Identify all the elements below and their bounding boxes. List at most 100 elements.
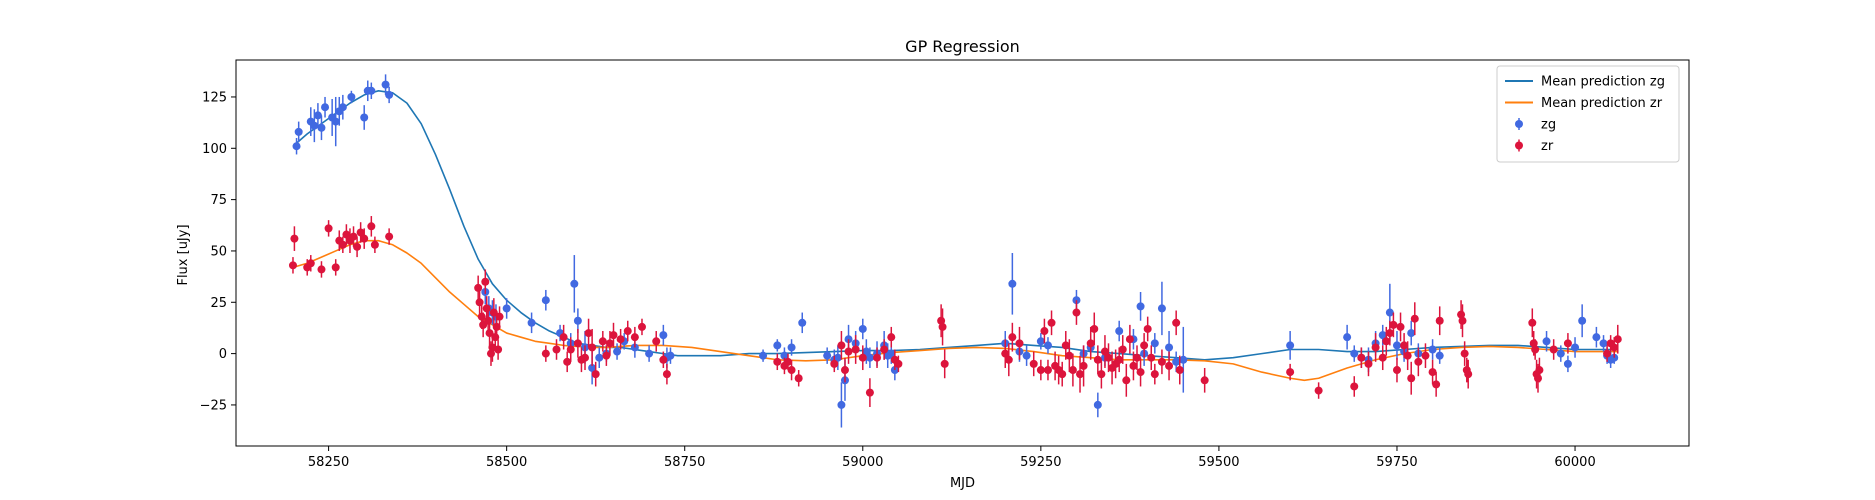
chart-title: GP Regression xyxy=(905,37,1020,56)
x-tick-label: 59250 xyxy=(1020,455,1061,470)
data-point-zr xyxy=(289,257,297,273)
y-axis-label: Flux [uJy] xyxy=(176,224,191,285)
marker xyxy=(581,354,589,362)
data-point-zr xyxy=(1172,310,1180,335)
data-point-zr xyxy=(1058,362,1066,387)
data-point-zr xyxy=(663,364,671,385)
data-point-zr xyxy=(563,352,571,373)
data-point-zg xyxy=(1158,282,1166,335)
marker xyxy=(1069,366,1077,374)
data-point-zg xyxy=(542,290,550,311)
marker xyxy=(1350,382,1358,390)
marker xyxy=(1343,333,1351,341)
marker xyxy=(1564,339,1572,347)
data-point-zr xyxy=(845,339,853,364)
marker xyxy=(1404,352,1412,360)
data-point-zr xyxy=(1015,327,1023,360)
legend-marker-swatch xyxy=(1515,142,1523,150)
marker xyxy=(295,128,303,136)
marker xyxy=(1030,360,1038,368)
data-point-zr xyxy=(1464,360,1472,389)
x-tick-label: 59750 xyxy=(1376,455,1417,470)
y-tick-label: 25 xyxy=(210,296,227,311)
data-point-zr xyxy=(325,220,333,236)
data-point-zg xyxy=(1037,333,1045,349)
marker xyxy=(1461,350,1469,358)
marker xyxy=(1072,309,1080,317)
marker xyxy=(617,335,625,343)
data-point-zg xyxy=(773,339,781,351)
marker xyxy=(1008,280,1016,288)
marker xyxy=(602,352,610,360)
data-point-zr xyxy=(1094,345,1102,374)
data-point-zr xyxy=(1008,323,1016,352)
marker xyxy=(652,337,660,345)
marker xyxy=(1379,354,1387,362)
marker xyxy=(873,354,881,362)
marker xyxy=(483,304,491,312)
marker xyxy=(1062,341,1070,349)
marker xyxy=(638,323,646,331)
x-tick-label: 59000 xyxy=(842,455,883,470)
marker xyxy=(1600,339,1608,347)
data-point-zg xyxy=(823,347,831,363)
data-point-zr xyxy=(1137,358,1145,387)
marker xyxy=(1386,329,1394,337)
marker xyxy=(317,124,325,132)
marker xyxy=(1008,333,1016,341)
marker xyxy=(894,360,902,368)
marker xyxy=(385,91,393,99)
marker xyxy=(503,304,511,312)
data-point-zg xyxy=(385,87,393,103)
marker xyxy=(1436,352,1444,360)
data-point-zr xyxy=(1397,313,1405,342)
marker xyxy=(1393,341,1401,349)
marker xyxy=(599,337,607,345)
data-point-zr xyxy=(542,345,550,361)
marker xyxy=(773,358,781,366)
marker xyxy=(1087,339,1095,347)
marker xyxy=(788,343,796,351)
data-point-zg xyxy=(1571,337,1579,358)
marker xyxy=(1023,352,1031,360)
data-point-zr xyxy=(937,304,945,337)
data-point-zg xyxy=(1094,393,1102,418)
marker xyxy=(866,389,874,397)
data-point-zr xyxy=(290,226,298,251)
data-point-zr xyxy=(553,339,561,360)
marker xyxy=(1094,356,1102,364)
data-point-zr xyxy=(1407,362,1415,395)
data-point-zg xyxy=(528,313,536,334)
y-tick-label: 75 xyxy=(210,193,227,208)
marker xyxy=(1315,387,1323,395)
data-point-zr xyxy=(866,378,874,407)
x-tick-label: 58500 xyxy=(486,455,527,470)
data-point-zg xyxy=(360,105,368,130)
data-point-zr xyxy=(1055,356,1063,385)
data-point-zr xyxy=(1147,345,1155,370)
marker xyxy=(1037,366,1045,374)
marker xyxy=(1094,401,1102,409)
marker xyxy=(663,370,671,378)
data-point-zr xyxy=(1350,376,1358,397)
data-point-zr xyxy=(1165,352,1173,381)
axes: 58250 58500 58750 59000 59250 59500 59750 60000… xyxy=(200,90,1596,470)
marker xyxy=(290,235,298,243)
marker xyxy=(1535,366,1543,374)
data-point-zr xyxy=(332,259,340,275)
marker xyxy=(1571,343,1579,351)
marker xyxy=(592,370,600,378)
data-point-zr xyxy=(939,308,947,345)
marker xyxy=(1459,317,1467,325)
marker xyxy=(773,341,781,349)
data-point-zr xyxy=(1457,300,1465,329)
marker xyxy=(1048,319,1056,327)
data-point-zg xyxy=(307,107,315,136)
marker xyxy=(1115,327,1123,335)
y-tick-label: −25 xyxy=(200,398,227,413)
data-point-zr xyxy=(1097,360,1105,389)
marker xyxy=(360,113,368,121)
marker xyxy=(1137,302,1145,310)
marker xyxy=(1065,352,1073,360)
marker xyxy=(1429,346,1437,354)
